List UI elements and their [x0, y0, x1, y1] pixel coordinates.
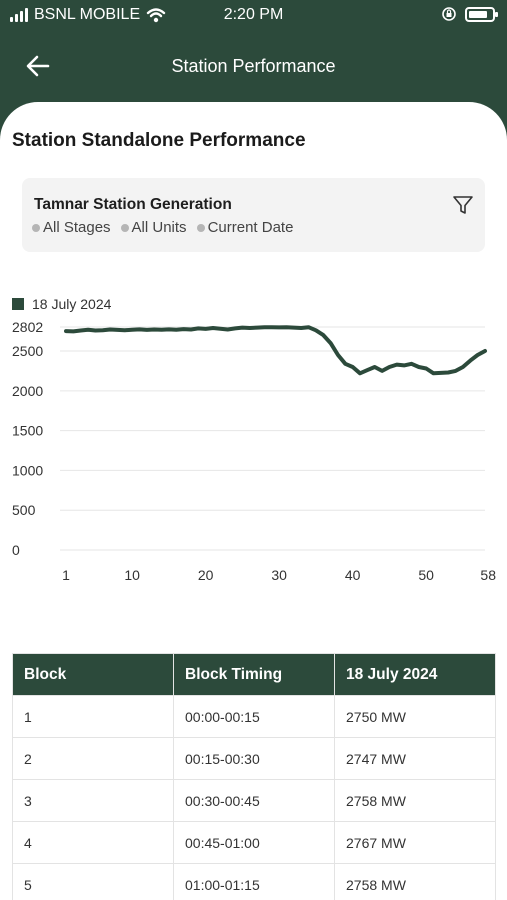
wifi-icon	[146, 8, 166, 23]
cell-value: 2747 MW	[334, 737, 496, 780]
table-row: 3 00:30-00:45 2758 MW	[12, 779, 496, 822]
table-row: 2 00:15-00:30 2747 MW	[12, 737, 496, 780]
cell-value: 2758 MW	[334, 779, 496, 822]
filter-card: Tamnar Station Generation All Stages All…	[22, 178, 485, 252]
y-tick-label: 1500	[12, 423, 43, 439]
chip-label: All Stages	[43, 219, 111, 236]
funnel-icon	[453, 196, 473, 214]
chip-label: Current Date	[207, 219, 294, 236]
chip-label: All Units	[131, 219, 187, 236]
chip-units[interactable]: All Units	[120, 219, 187, 236]
orientation-lock-icon	[442, 7, 456, 21]
block-table: Block Block Timing 18 July 2024 1 00:00-…	[12, 653, 496, 900]
chart-legend: 18 July 2024	[12, 296, 111, 312]
cell-value: 2767 MW	[334, 821, 496, 864]
cell-value: 2750 MW	[334, 695, 496, 738]
x-tick-label: 50	[418, 567, 434, 583]
generation-line-chart: 0 500 1000 1500 2000 2500 2802 1 10 20 30 40 50 58	[12, 319, 496, 583]
y-tick-label: 0	[12, 542, 20, 558]
cell-timing: 00:15-00:30	[173, 737, 335, 780]
x-tick-label: 58	[480, 567, 496, 583]
y-tick-label: 2802	[12, 319, 43, 335]
cell-timing: 01:00-01:15	[173, 863, 335, 900]
status-left: BSNL MOBILE	[10, 6, 166, 24]
cell-timing: 00:45-01:00	[173, 821, 335, 864]
table-row: 4 00:45-01:00 2767 MW	[12, 821, 496, 864]
chip-date[interactable]: Current Date	[196, 219, 294, 236]
cell-timing: 00:00-00:15	[173, 695, 335, 738]
y-tick-label: 2000	[12, 383, 43, 399]
cell-block: 3	[12, 779, 174, 822]
arrow-left-icon	[26, 55, 50, 77]
content-sheet: Station Standalone Performance Tamnar St…	[0, 102, 507, 900]
cell-block: 5	[12, 863, 174, 900]
back-button[interactable]	[22, 50, 54, 82]
legend-label: 18 July 2024	[32, 296, 112, 312]
x-tick-label: 10	[124, 567, 140, 583]
x-tick-label: 1	[62, 567, 70, 583]
cell-block: 1	[12, 695, 174, 738]
battery-icon	[465, 6, 498, 22]
chip-stages[interactable]: All Stages	[32, 219, 111, 236]
chip-dot-icon	[120, 223, 129, 232]
table-row: 1 00:00-00:15 2750 MW	[12, 695, 496, 738]
x-tick-label: 40	[345, 567, 361, 583]
x-tick-label: 20	[198, 567, 214, 583]
app-header: Station Performance	[0, 32, 507, 102]
status-right	[441, 6, 498, 22]
series-line	[64, 325, 487, 376]
signal-icon	[10, 8, 28, 22]
y-tick-label: 500	[12, 502, 36, 518]
y-tick-label: 2500	[12, 343, 43, 359]
cell-timing: 00:30-00:45	[173, 779, 335, 822]
card-title: Tamnar Station Generation	[34, 196, 232, 213]
chip-dot-icon	[32, 223, 40, 232]
y-tick-label: 1000	[12, 462, 43, 478]
carrier-name: BSNL MOBILE	[34, 6, 141, 23]
table-row: 5 01:00-01:15 2758 MW	[12, 863, 496, 900]
x-tick-label: 30	[271, 567, 287, 583]
header-title: Station Performance	[171, 56, 336, 76]
chip-dot-icon	[196, 223, 205, 232]
status-time: 2:20 PM	[223, 6, 284, 23]
cell-block: 4	[12, 821, 174, 864]
col-header-block: Block	[12, 653, 174, 696]
col-header-timing: Block Timing	[173, 653, 335, 696]
filter-button[interactable]	[451, 193, 475, 217]
filter-chips: All Stages All Units Current Date	[32, 219, 293, 236]
cell-value: 2758 MW	[334, 863, 496, 900]
table-header-row: Block Block Timing 18 July 2024	[12, 653, 496, 696]
cell-block: 2	[12, 737, 174, 780]
legend-swatch	[12, 298, 24, 310]
col-header-date: 18 July 2024	[334, 653, 496, 696]
status-bar: BSNL MOBILE 2:20 PM	[0, 0, 507, 32]
page-title: Station Standalone Performance	[12, 130, 306, 151]
